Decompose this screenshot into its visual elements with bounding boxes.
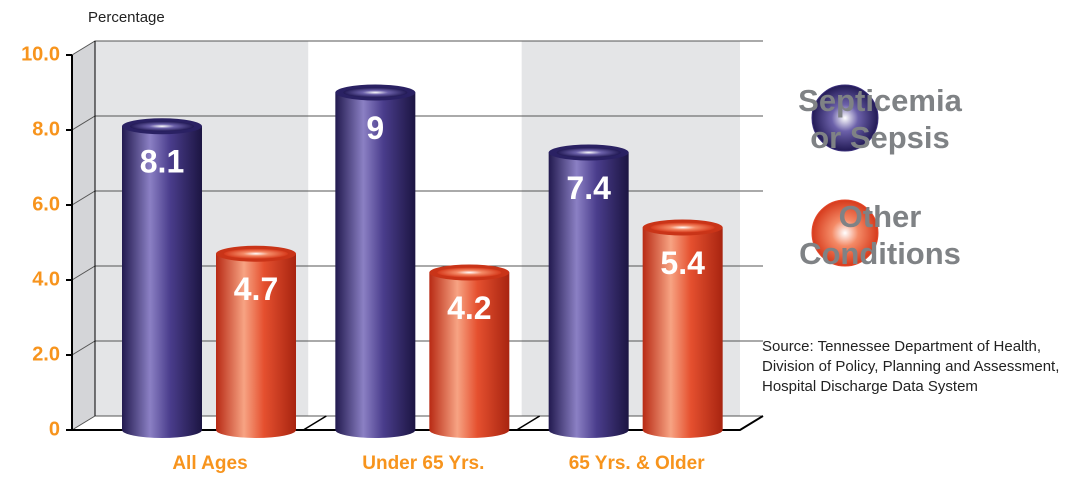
bar-cap-inner	[224, 248, 288, 259]
y-tick-label: 6.0	[32, 193, 60, 215]
x-tick	[302, 415, 327, 431]
bar-cap-inner	[650, 222, 715, 233]
side-wall	[72, 41, 95, 430]
bar-cap-inner	[343, 87, 408, 98]
data-label: 7.4	[566, 170, 611, 206]
x-tick-label: Under 65 Yrs.	[362, 453, 484, 474]
y-tick-label: 2.0	[32, 343, 60, 365]
bar	[548, 152, 629, 430]
x-tick-label: All Ages	[172, 453, 247, 474]
x-tick-label: 65 Yrs. & Older	[569, 453, 705, 474]
legend-label: Other Conditions	[799, 199, 961, 271]
data-label: 4.7	[234, 271, 278, 307]
bar	[642, 227, 723, 430]
data-label: 4.2	[447, 290, 491, 326]
y-tick-label: 0	[49, 418, 60, 440]
source-note: Source: Tennessee Department of Health, …	[762, 338, 1060, 395]
y-tick-label: 4.0	[32, 268, 60, 290]
data-label: 8.1	[140, 144, 184, 180]
bar	[122, 126, 202, 430]
bar	[335, 92, 416, 430]
x-tick	[516, 415, 541, 431]
legend-marker	[811, 84, 879, 152]
legend-marker	[811, 199, 879, 267]
y-tick-label: 10.0	[21, 43, 60, 65]
data-label: 5.4	[660, 245, 705, 281]
y-axis-label: Percentage	[88, 9, 165, 26]
y-tick-label: 8.0	[32, 118, 60, 140]
bar	[429, 272, 510, 430]
bar-cap-inner	[130, 121, 194, 132]
bar-cap-inner	[556, 147, 621, 158]
bar-cap-inner	[437, 267, 502, 278]
bar	[216, 253, 296, 430]
data-label: 9	[366, 110, 384, 146]
legend-label: Septicemia or Sepsis	[798, 83, 962, 155]
